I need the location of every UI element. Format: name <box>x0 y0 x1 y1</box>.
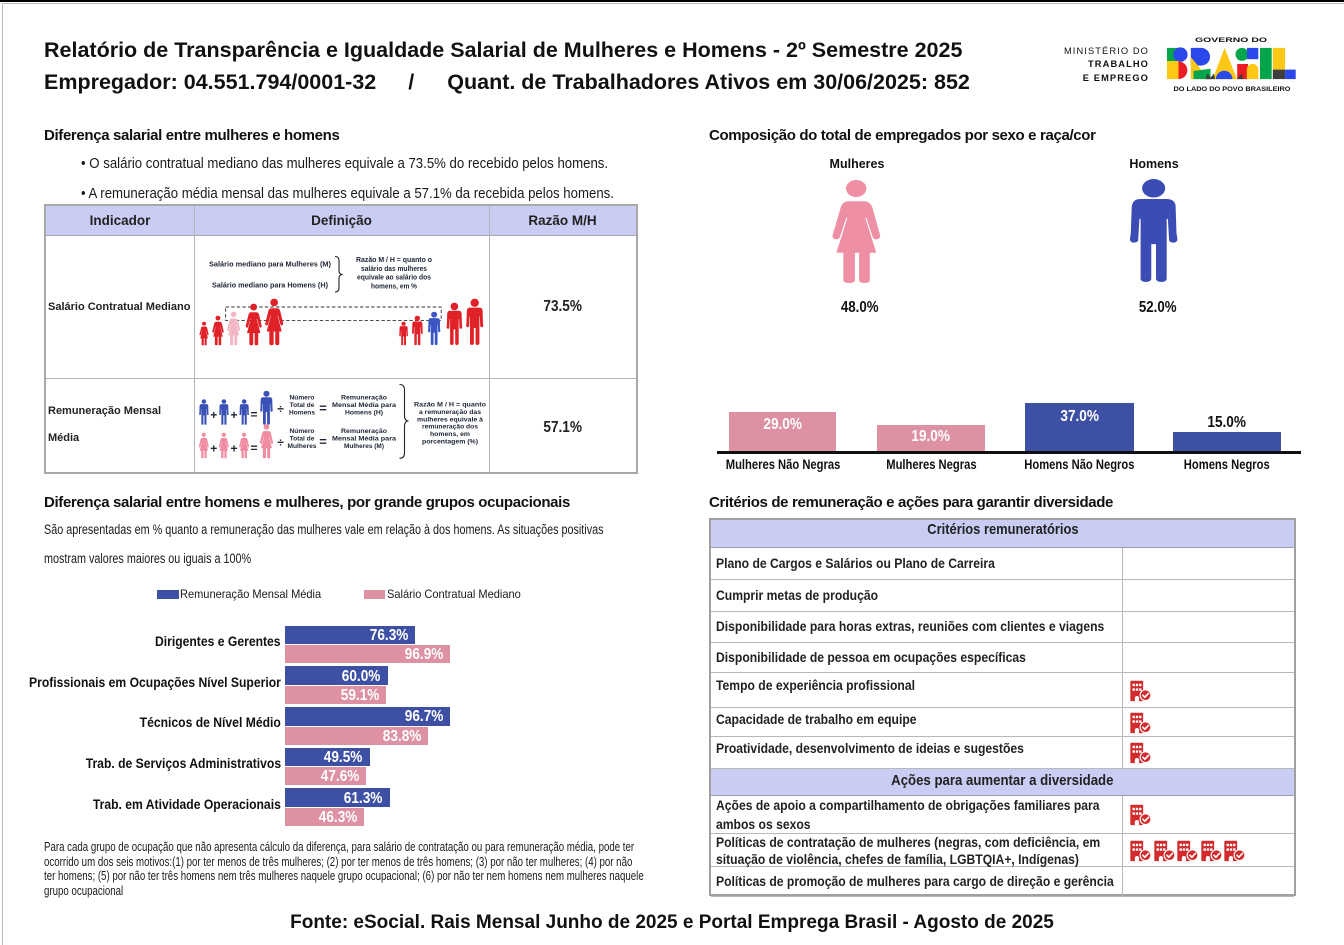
svg-text:+: + <box>230 408 237 422</box>
svg-text:mulheres equivale à: mulheres equivale à <box>417 416 483 423</box>
svg-text:GOVERNO DO: GOVERNO DO <box>1195 37 1267 44</box>
svg-text:Remuneração: Remuneração <box>341 395 387 402</box>
svg-text:Mulheres: Mulheres <box>288 443 317 450</box>
svg-text:Remuneração: Remuneração <box>341 428 387 435</box>
svg-text:Total de: Total de <box>290 435 315 442</box>
svg-text:homens, em: homens, em <box>430 431 470 438</box>
svg-text:Número: Número <box>290 428 315 435</box>
svg-text:Salário mediano para Homens (H: Salário mediano para Homens (H) <box>212 280 329 289</box>
svg-text:Mensal Média para: Mensal Média para <box>332 402 396 409</box>
svg-text:÷: ÷ <box>277 402 284 416</box>
svg-text:=: = <box>319 401 327 416</box>
svg-text:DO LADO DO POVO BRASILEIRO: DO LADO DO POVO BRASILEIRO <box>1174 87 1291 93</box>
svg-text:Total de: Total de <box>290 402 315 409</box>
svg-text:remuneração dos: remuneração dos <box>422 424 478 431</box>
svg-text:Número: Número <box>290 395 315 402</box>
svg-text:Razão M / H = quanto: Razão M / H = quanto <box>414 402 486 409</box>
svg-text:equivale ao salário dos: equivale ao salário dos <box>357 273 431 282</box>
svg-text:+: + <box>230 441 237 455</box>
svg-text:Homens: Homens <box>289 410 315 417</box>
svg-text:Razão M / H = quanto o: Razão M / H = quanto o <box>356 255 433 264</box>
svg-text:+: + <box>210 408 217 422</box>
svg-text:salário das mulheres: salário das mulheres <box>361 264 427 273</box>
svg-text:a remuneração das: a remuneração das <box>419 409 481 416</box>
svg-text:=: = <box>319 434 327 449</box>
svg-text:Homens (H): Homens (H) <box>345 410 383 417</box>
svg-text:÷: ÷ <box>277 435 284 449</box>
svg-text:=: = <box>250 441 257 455</box>
svg-text:Mulheres (M): Mulheres (M) <box>344 443 384 450</box>
svg-text:+: + <box>210 441 217 455</box>
svg-text:Mensal Média para: Mensal Média para <box>332 435 396 442</box>
svg-text:homens, em %: homens, em % <box>371 281 417 290</box>
svg-text:Salário mediano para Mulheres: Salário mediano para Mulheres (M) <box>209 260 332 269</box>
svg-text:porcentagem (%): porcentagem (%) <box>422 439 478 446</box>
svg-text:=: = <box>250 408 257 422</box>
